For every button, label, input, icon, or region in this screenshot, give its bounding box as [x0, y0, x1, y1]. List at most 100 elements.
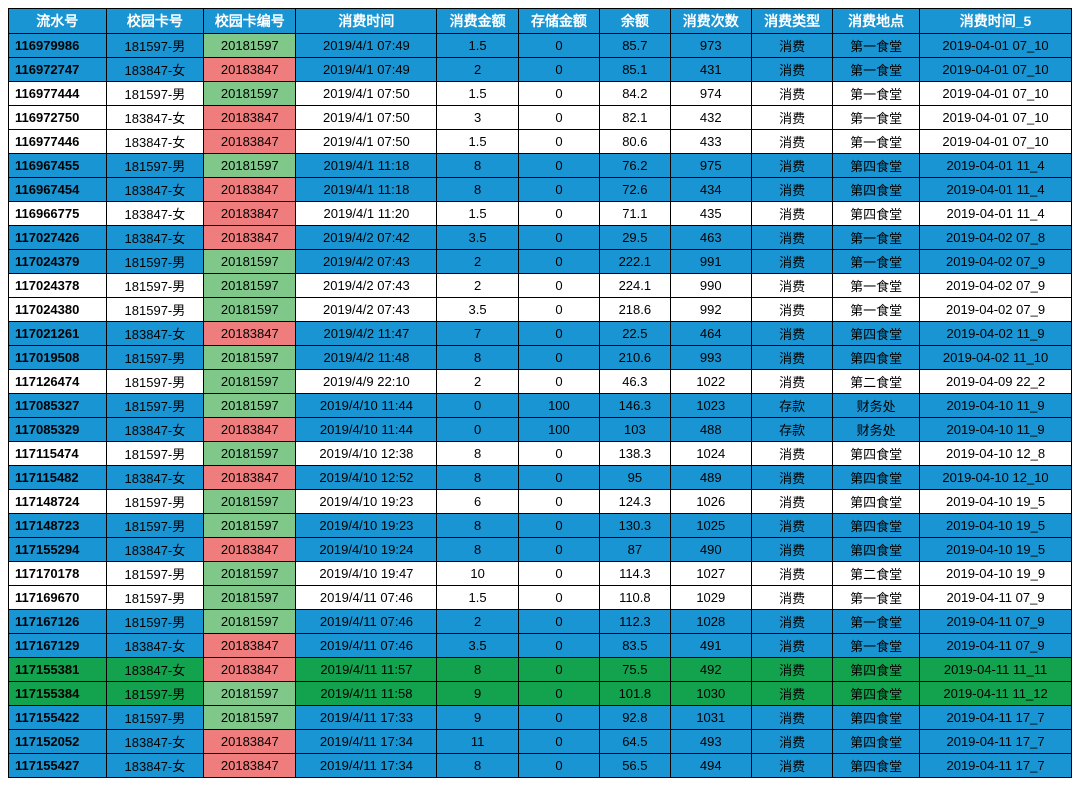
cell-r20-c7: 1025	[670, 514, 751, 538]
cell-r15-c7: 1023	[670, 394, 751, 418]
col-header-4: 消费金额	[437, 9, 518, 34]
cell-r8-c9: 第一食堂	[833, 226, 920, 250]
table-body: 116979986181597-男201815972019/4/1 07:491…	[9, 34, 1072, 778]
cell-r18-c9: 第四食堂	[833, 466, 920, 490]
cell-r2-c6: 84.2	[600, 82, 671, 106]
cell-r0-c9: 第一食堂	[833, 34, 920, 58]
cell-r23-c7: 1029	[670, 586, 751, 610]
cell-r22-c3: 2019/4/10 19:47	[296, 562, 437, 586]
cell-r18-c3: 2019/4/10 12:52	[296, 466, 437, 490]
cell-r14-c5: 0	[518, 370, 599, 394]
cell-r30-c1: 183847-女	[106, 754, 204, 778]
cell-r27-c9: 第四食堂	[833, 682, 920, 706]
cell-r9-c9: 第一食堂	[833, 250, 920, 274]
cell-r6-c4: 8	[437, 178, 518, 202]
cell-r3-c7: 432	[670, 106, 751, 130]
table-row: 117148724181597-男201815972019/4/10 19:23…	[9, 490, 1072, 514]
cell-r29-c2: 20183847	[204, 730, 296, 754]
cell-r14-c0: 117126474	[9, 370, 107, 394]
cell-r4-c8: 消费	[751, 130, 832, 154]
cell-r3-c2: 20183847	[204, 106, 296, 130]
cell-r11-c7: 992	[670, 298, 751, 322]
cell-r7-c6: 71.1	[600, 202, 671, 226]
table-row: 116972747183847-女201838472019/4/1 07:492…	[9, 58, 1072, 82]
cell-r12-c8: 消费	[751, 322, 832, 346]
cell-r0-c10: 2019-04-01 07_10	[920, 34, 1072, 58]
cell-r3-c8: 消费	[751, 106, 832, 130]
cell-r6-c1: 183847-女	[106, 178, 204, 202]
table-row: 117155427183847-女201838472019/4/11 17:34…	[9, 754, 1072, 778]
cell-r1-c0: 116972747	[9, 58, 107, 82]
cell-r1-c6: 85.1	[600, 58, 671, 82]
cell-r6-c9: 第四食堂	[833, 178, 920, 202]
cell-r19-c9: 第四食堂	[833, 490, 920, 514]
cell-r3-c9: 第一食堂	[833, 106, 920, 130]
cell-r13-c3: 2019/4/2 11:48	[296, 346, 437, 370]
cell-r12-c7: 464	[670, 322, 751, 346]
table-row: 117155422181597-男201815972019/4/11 17:33…	[9, 706, 1072, 730]
cell-r9-c5: 0	[518, 250, 599, 274]
cell-r19-c8: 消费	[751, 490, 832, 514]
cell-r12-c1: 183847-女	[106, 322, 204, 346]
cell-r3-c10: 2019-04-01 07_10	[920, 106, 1072, 130]
cell-r12-c6: 22.5	[600, 322, 671, 346]
cell-r8-c7: 463	[670, 226, 751, 250]
cell-r15-c9: 财务处	[833, 394, 920, 418]
cell-r6-c6: 72.6	[600, 178, 671, 202]
cell-r13-c10: 2019-04-02 11_10	[920, 346, 1072, 370]
cell-r8-c6: 29.5	[600, 226, 671, 250]
cell-r30-c4: 8	[437, 754, 518, 778]
cell-r4-c0: 116977446	[9, 130, 107, 154]
cell-r12-c0: 117021261	[9, 322, 107, 346]
cell-r26-c10: 2019-04-11 11_11	[920, 658, 1072, 682]
cell-r23-c5: 0	[518, 586, 599, 610]
cell-r17-c4: 8	[437, 442, 518, 466]
cell-r22-c9: 第二食堂	[833, 562, 920, 586]
cell-r12-c3: 2019/4/2 11:47	[296, 322, 437, 346]
cell-r5-c9: 第四食堂	[833, 154, 920, 178]
cell-r10-c8: 消费	[751, 274, 832, 298]
cell-r29-c9: 第四食堂	[833, 730, 920, 754]
cell-r3-c3: 2019/4/1 07:50	[296, 106, 437, 130]
table-row: 117167126181597-男201815972019/4/11 07:46…	[9, 610, 1072, 634]
cell-r16-c3: 2019/4/10 11:44	[296, 418, 437, 442]
cell-r16-c5: 100	[518, 418, 599, 442]
cell-r28-c3: 2019/4/11 17:33	[296, 706, 437, 730]
cell-r11-c1: 181597-男	[106, 298, 204, 322]
cell-r19-c6: 124.3	[600, 490, 671, 514]
cell-r2-c10: 2019-04-01 07_10	[920, 82, 1072, 106]
cell-r23-c3: 2019/4/11 07:46	[296, 586, 437, 610]
cell-r8-c4: 3.5	[437, 226, 518, 250]
cell-r8-c5: 0	[518, 226, 599, 250]
cell-r15-c6: 146.3	[600, 394, 671, 418]
cell-r13-c8: 消费	[751, 346, 832, 370]
cell-r7-c8: 消费	[751, 202, 832, 226]
cell-r9-c3: 2019/4/2 07:43	[296, 250, 437, 274]
cell-r25-c1: 183847-女	[106, 634, 204, 658]
cell-r1-c2: 20183847	[204, 58, 296, 82]
cell-r26-c4: 8	[437, 658, 518, 682]
cell-r13-c1: 181597-男	[106, 346, 204, 370]
cell-r10-c7: 990	[670, 274, 751, 298]
cell-r0-c6: 85.7	[600, 34, 671, 58]
cell-r29-c7: 493	[670, 730, 751, 754]
table-row: 117024378181597-男201815972019/4/2 07:432…	[9, 274, 1072, 298]
cell-r5-c6: 76.2	[600, 154, 671, 178]
cell-r19-c4: 6	[437, 490, 518, 514]
cell-r9-c10: 2019-04-02 07_9	[920, 250, 1072, 274]
cell-r24-c7: 1028	[670, 610, 751, 634]
cell-r16-c8: 存款	[751, 418, 832, 442]
cell-r20-c10: 2019-04-10 19_5	[920, 514, 1072, 538]
cell-r14-c4: 2	[437, 370, 518, 394]
cell-r1-c5: 0	[518, 58, 599, 82]
cell-r6-c10: 2019-04-01 11_4	[920, 178, 1072, 202]
cell-r11-c10: 2019-04-02 07_9	[920, 298, 1072, 322]
cell-r21-c7: 490	[670, 538, 751, 562]
cell-r1-c3: 2019/4/1 07:49	[296, 58, 437, 82]
cell-r14-c3: 2019/4/9 22:10	[296, 370, 437, 394]
table-row: 116977446183847-女201838472019/4/1 07:501…	[9, 130, 1072, 154]
cell-r25-c2: 20183847	[204, 634, 296, 658]
cell-r19-c10: 2019-04-10 19_5	[920, 490, 1072, 514]
col-header-8: 消费类型	[751, 9, 832, 34]
cell-r22-c10: 2019-04-10 19_9	[920, 562, 1072, 586]
